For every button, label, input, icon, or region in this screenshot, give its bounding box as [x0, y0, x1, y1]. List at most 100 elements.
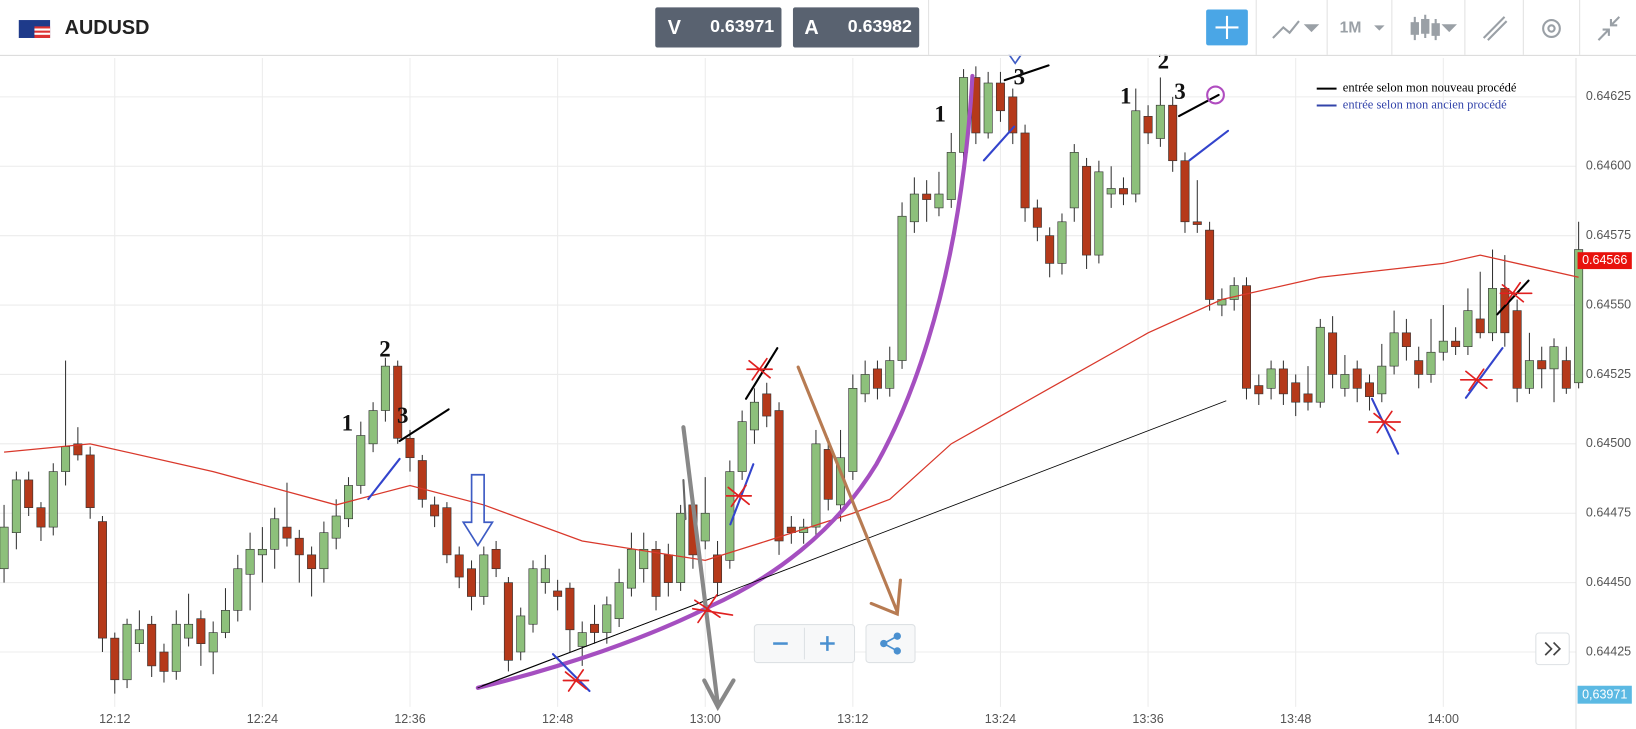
candle-body: [1069, 152, 1079, 209]
candle-body: [1475, 318, 1485, 334]
candle-body: [393, 365, 403, 439]
candle-body: [1401, 332, 1411, 348]
x-tick-label: 12:24: [247, 712, 278, 726]
hand-drawings: [367, 4, 1533, 712]
gray-mark: [682, 478, 687, 521]
candle-body: [1205, 229, 1215, 300]
last-price-tag: [1577, 252, 1632, 270]
candle-body: [1032, 207, 1042, 228]
x-tick-label: 12:12: [99, 712, 130, 726]
candle-body: [1118, 188, 1128, 195]
y-tick-label: 0.64425: [1586, 644, 1631, 658]
candle-body: [1389, 332, 1399, 367]
candle-body: [368, 410, 378, 445]
moving-average: [4, 254, 1579, 562]
annotation: 1: [1120, 82, 1131, 108]
candle-body: [1524, 360, 1534, 389]
old-entry-lines: [367, 125, 1504, 693]
candle-body: [294, 537, 304, 556]
y-tick-label: 0.64450: [1586, 575, 1631, 589]
candle-body: [417, 460, 427, 500]
candle-body: [934, 193, 944, 209]
y-tick-label: 0.64550: [1586, 297, 1631, 311]
candle-body: [307, 554, 317, 570]
candle-body: [1426, 351, 1436, 375]
y-tick-label: 0.64575: [1586, 228, 1631, 242]
candle-body: [1229, 285, 1239, 300]
bid-label: V: [668, 17, 682, 39]
candle-body: [626, 548, 636, 589]
candle-body: [946, 152, 956, 200]
candle-body: [356, 435, 366, 486]
x-tick-label: 12:36: [394, 712, 425, 726]
x-tick-label: 13:48: [1280, 712, 1311, 726]
bid-price: 0.63971: [710, 16, 774, 36]
candle-body: [1045, 235, 1055, 264]
candle-body: [1537, 360, 1547, 370]
timeframe[interactable]: 1M: [1340, 20, 1362, 37]
candle-body: [848, 388, 858, 472]
candle-body: [61, 446, 71, 472]
y-tick-label: 0.64475: [1586, 506, 1631, 520]
x-tick-label: 12:48: [542, 712, 573, 726]
candle-body: [909, 193, 919, 223]
candle-body: [639, 548, 649, 570]
price-badge: 0,63971: [1582, 688, 1627, 702]
candle-body: [1377, 365, 1387, 395]
candle-body: [36, 507, 46, 528]
share-button[interactable]: [865, 624, 916, 664]
candle-body: [1020, 132, 1030, 209]
candle-body: [1340, 374, 1350, 389]
candle-body: [233, 568, 243, 611]
candle-body: [1414, 360, 1424, 375]
candle-body: [122, 623, 132, 681]
candle-body: [1008, 96, 1018, 134]
candle-body: [97, 521, 107, 639]
candle-body: [319, 532, 329, 570]
candle-body: [245, 548, 255, 575]
candle-body: [11, 479, 21, 533]
candle-body: [380, 365, 390, 411]
annotation: 2: [379, 336, 390, 362]
annotation: 3: [1174, 78, 1185, 104]
gray-arrow: [681, 425, 736, 712]
separators: [1255, 0, 1581, 55]
candle-body: [762, 393, 772, 417]
ask-price: 0.63982: [848, 16, 912, 36]
x-tick-label: 13:24: [985, 712, 1016, 726]
candle-body: [1352, 368, 1362, 389]
candle-body: [713, 554, 723, 583]
candle-body: [1291, 382, 1301, 403]
x-tick-label: 14:00: [1428, 712, 1459, 726]
candle-body: [602, 604, 612, 633]
candle-body: [454, 554, 464, 578]
candle-body: [270, 518, 280, 550]
bid-box[interactable]: [655, 7, 782, 48]
candle-body: [479, 554, 489, 597]
candle-body: [749, 401, 759, 431]
zoom-in[interactable]: [820, 636, 835, 651]
trend-line: [481, 598, 710, 687]
candle-body: [1315, 326, 1325, 403]
candle-body: [1106, 188, 1116, 195]
candle-body: [737, 421, 747, 472]
candle-body: [442, 507, 452, 556]
candle-body: [1574, 249, 1584, 384]
candle-body: [1561, 360, 1571, 389]
y-tick-label: 0.64600: [1586, 159, 1631, 173]
candle-body: [503, 582, 513, 661]
ask-box[interactable]: [792, 7, 920, 48]
candle-body: [811, 443, 821, 528]
candle-body: [983, 82, 993, 134]
last-price-label: 0.64566: [1582, 253, 1627, 267]
annotation: 3: [397, 402, 408, 428]
legend-entry: entrée selon mon nouveau procédé: [1343, 80, 1517, 94]
labels: 0.64425 0.64450 0.64475 0.64500 0.64525 0.645…: [99, 21, 1632, 726]
candle-body: [134, 629, 144, 644]
candle-body: [1438, 340, 1448, 353]
candle-body: [872, 368, 882, 389]
red-crosses: [562, 281, 1533, 692]
candle-body: [1155, 104, 1165, 139]
toolbar-icons[interactable]: [1272, 14, 1621, 41]
